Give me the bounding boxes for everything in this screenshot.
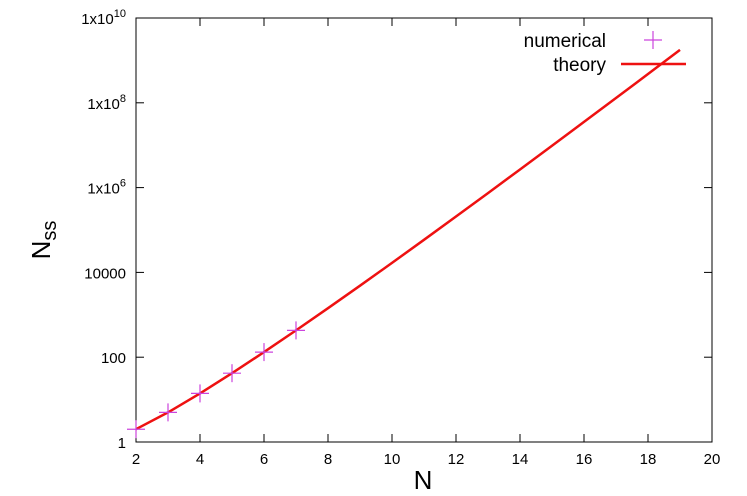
y-tick-label-base: 10000 <box>84 265 126 282</box>
y-axis-title: Nss <box>26 221 61 260</box>
numerical-point <box>255 343 273 362</box>
legend-label-numerical: numerical <box>524 31 606 52</box>
y-tick-label: 1 <box>118 435 126 452</box>
numerical-point <box>223 364 241 383</box>
x-tick-label: 16 <box>576 451 593 468</box>
numerical-point <box>159 403 177 422</box>
x-tick-label: 8 <box>324 451 332 468</box>
svg-text:Nss: Nss <box>26 221 61 260</box>
x-tick-label: 14 <box>512 451 529 468</box>
y-tick-label-base: 1x10 <box>81 11 114 28</box>
numerical-point <box>191 384 209 403</box>
y-axis-title-main: N <box>26 241 56 260</box>
y-tick-label-base: 100 <box>101 350 126 367</box>
y-tick-label: 1x108 <box>87 93 126 113</box>
x-tick-label: 10 <box>384 451 401 468</box>
y-tick-label-base: 1x10 <box>87 96 120 113</box>
x-tick-label: 12 <box>448 451 465 468</box>
x-tick-label: 2 <box>132 451 140 468</box>
x-axis-title: N <box>414 465 433 495</box>
legend-label-theory: theory <box>553 55 606 76</box>
y-tick-label: 1x1010 <box>81 8 126 28</box>
y-tick-label-base: 1 <box>118 435 126 452</box>
y-tick-label-base: 1x10 <box>87 181 120 198</box>
legend-marker-numerical <box>644 31 662 49</box>
plot-area-frame <box>135 17 713 443</box>
y-tick-label: 100 <box>101 350 126 367</box>
x-tick-label: 4 <box>196 451 204 468</box>
numerical-point <box>127 420 145 439</box>
y-tick-label: 10000 <box>84 265 126 282</box>
numerical-point <box>287 321 305 340</box>
x-tick-label: 6 <box>260 451 268 468</box>
x-tick-label: 18 <box>640 451 657 468</box>
theory-line <box>135 48 681 431</box>
y-axis-title-sub: ss <box>39 221 61 241</box>
y-tick-label-exponent: 6 <box>120 178 126 190</box>
y-tick-label-exponent: 10 <box>114 8 126 20</box>
y-tick-label: 1x106 <box>87 178 126 198</box>
x-tick-label: 20 <box>704 451 721 468</box>
y-tick-label-exponent: 8 <box>120 93 126 105</box>
